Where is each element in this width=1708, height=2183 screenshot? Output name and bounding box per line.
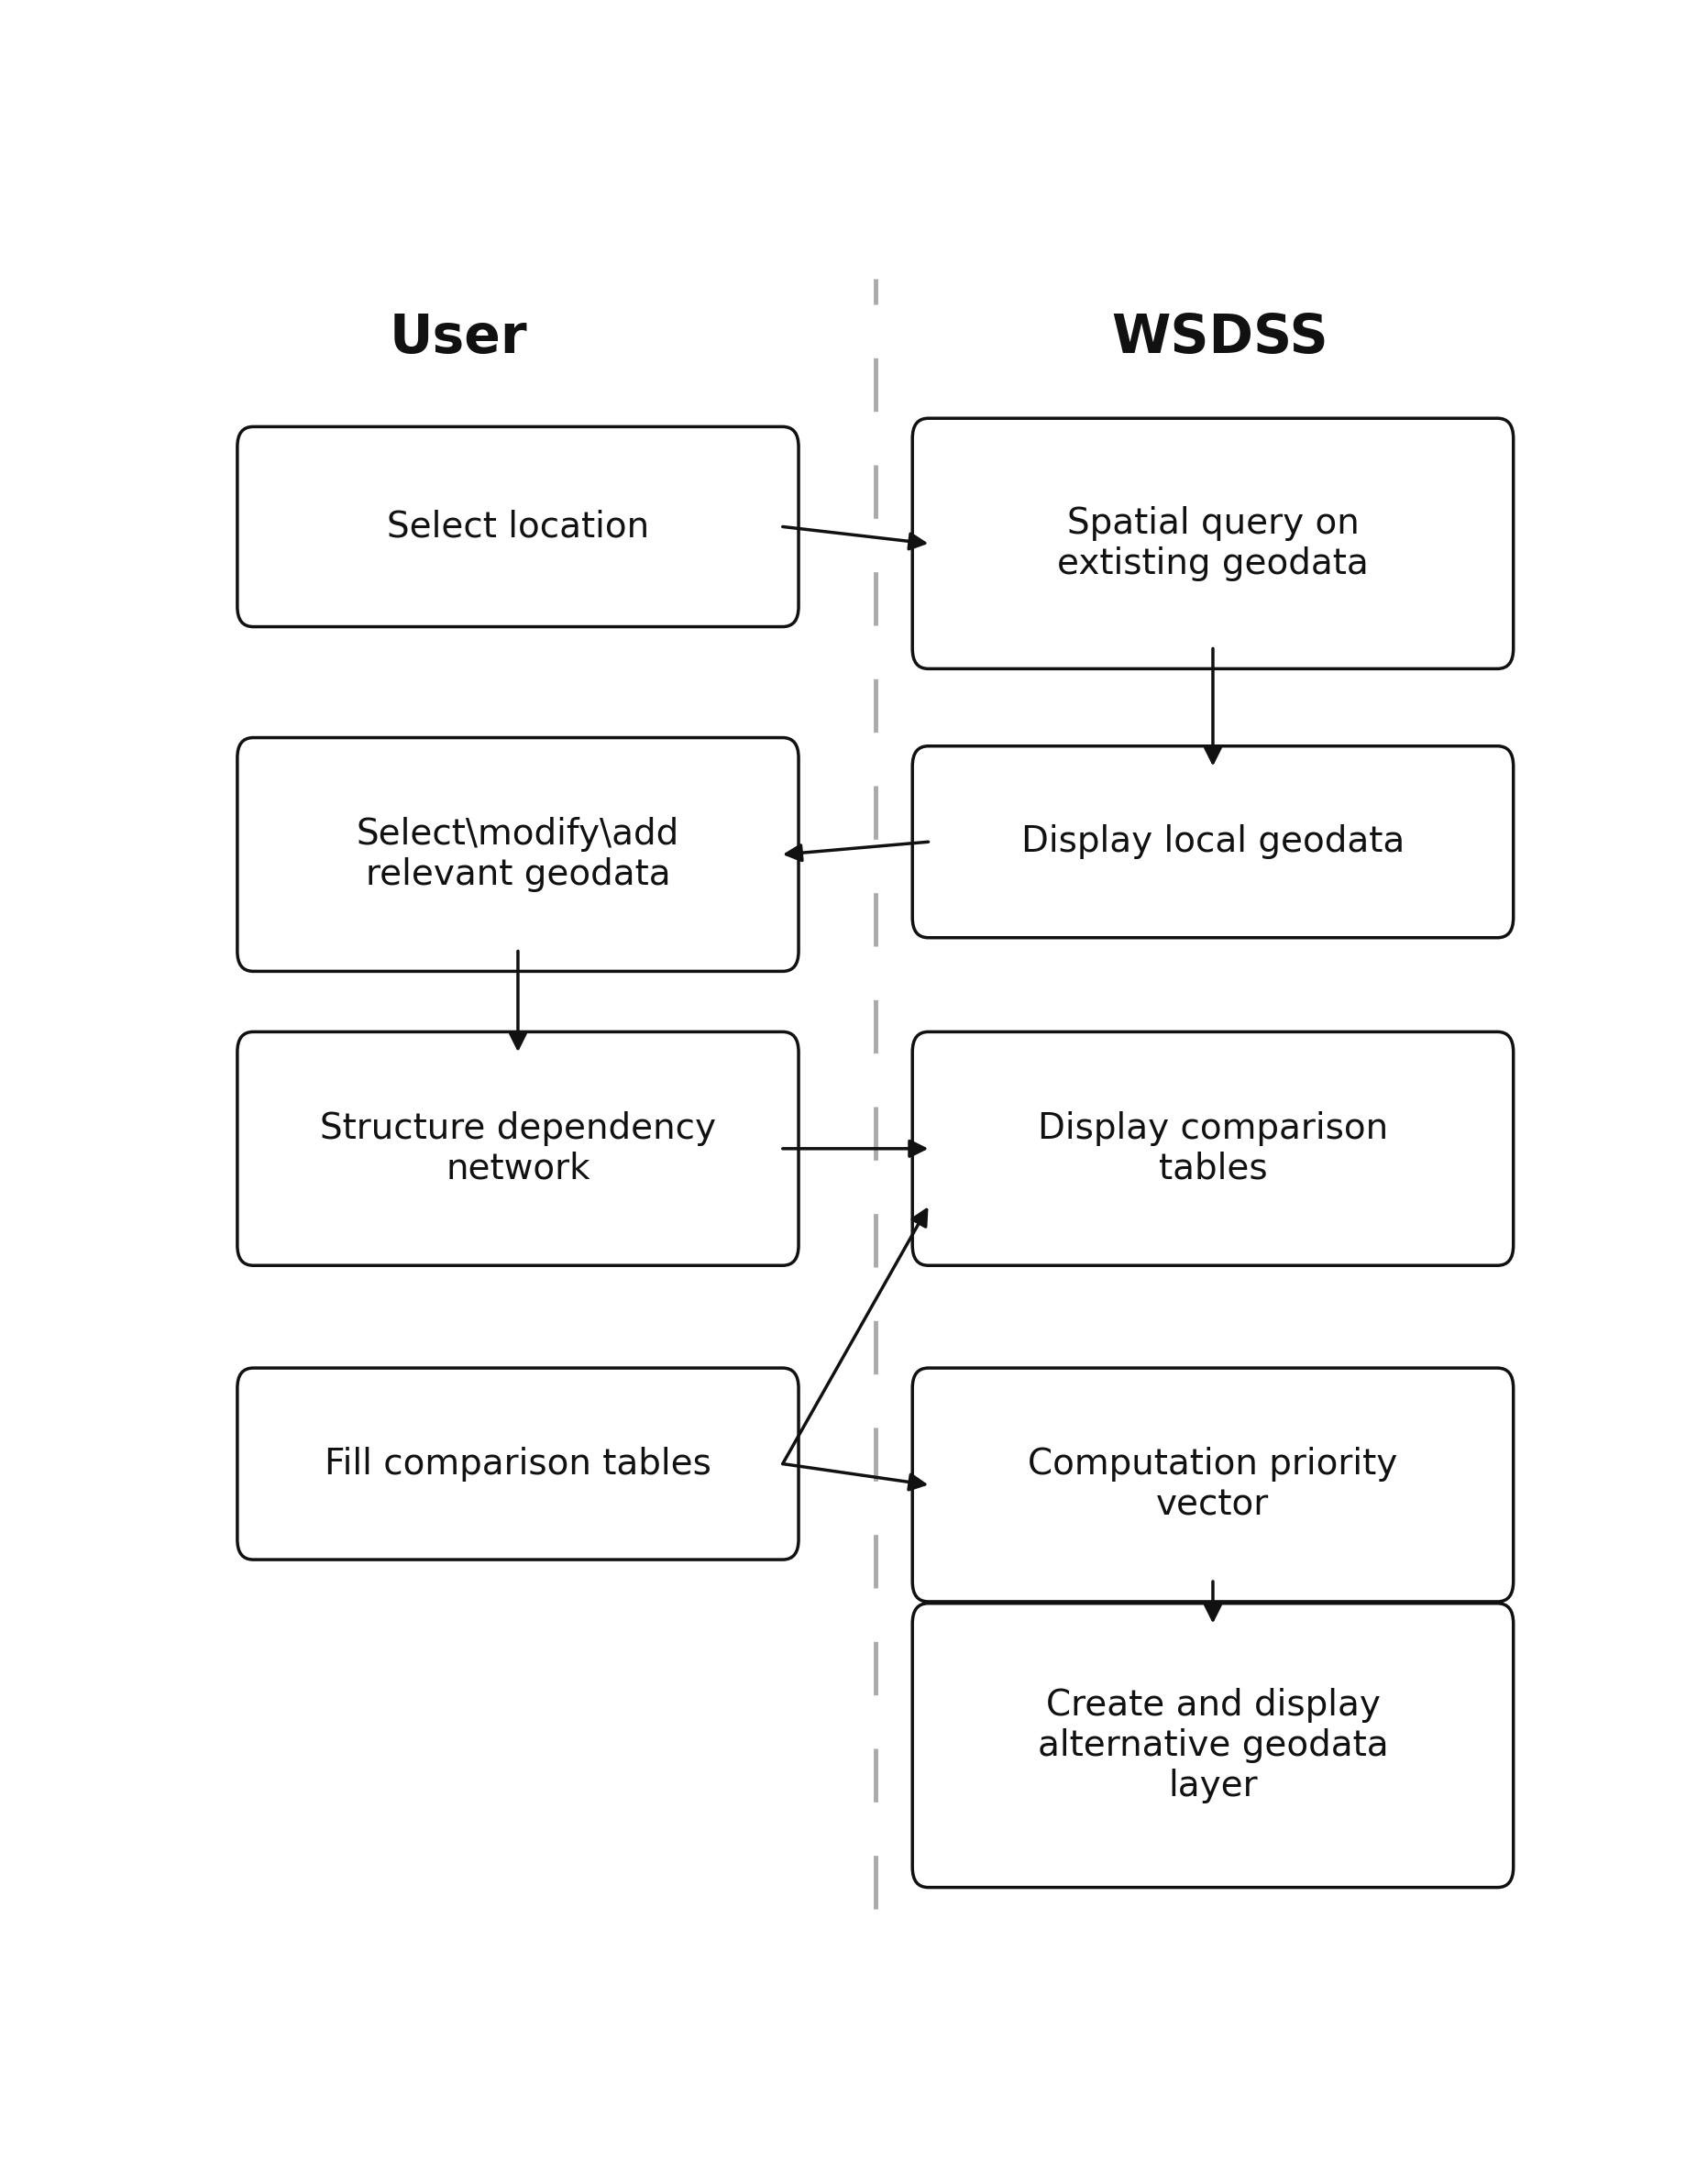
Text: Display comparison
tables: Display comparison tables xyxy=(1038,1111,1389,1185)
Text: Select location: Select location xyxy=(386,509,649,544)
Text: Select\modify\add
relevant geodata: Select\modify\add relevant geodata xyxy=(357,816,680,893)
Text: Display local geodata: Display local geodata xyxy=(1021,825,1404,860)
FancyBboxPatch shape xyxy=(237,738,799,971)
FancyBboxPatch shape xyxy=(237,426,799,627)
Text: WSDSS: WSDSS xyxy=(1110,312,1329,365)
Text: Create and display
alternative geodata
layer: Create and display alternative geodata l… xyxy=(1037,1687,1389,1803)
FancyBboxPatch shape xyxy=(912,419,1513,668)
Text: Structure dependency
network: Structure dependency network xyxy=(319,1111,716,1185)
FancyBboxPatch shape xyxy=(912,1369,1513,1602)
Text: Spatial query on
extisting geodata: Spatial query on extisting geodata xyxy=(1057,506,1368,581)
FancyBboxPatch shape xyxy=(237,1369,799,1559)
Text: Computation priority
vector: Computation priority vector xyxy=(1028,1447,1397,1522)
Text: User: User xyxy=(389,312,528,365)
FancyBboxPatch shape xyxy=(912,747,1513,939)
FancyBboxPatch shape xyxy=(237,1033,799,1266)
Text: Fill comparison tables: Fill comparison tables xyxy=(325,1447,711,1482)
FancyBboxPatch shape xyxy=(912,1602,1513,1888)
FancyBboxPatch shape xyxy=(912,1033,1513,1266)
